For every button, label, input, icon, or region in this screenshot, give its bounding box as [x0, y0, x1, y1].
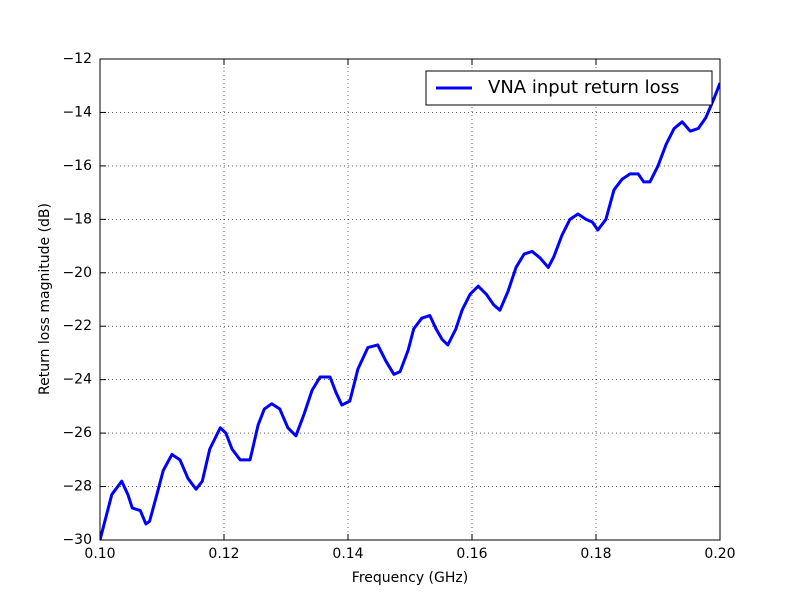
x-tick-label: 0.12: [208, 546, 239, 562]
x-tick-label: 0.16: [456, 546, 487, 562]
y-tick-label: −30: [62, 532, 92, 548]
y-tick-label: −12: [62, 51, 92, 67]
x-tick-label: 0.18: [580, 546, 611, 562]
y-axis-label: Return loss magnitude (dB): [37, 203, 53, 395]
plot-frame: [99, 58, 721, 541]
data-line: [100, 82, 720, 540]
y-tick-label: −22: [62, 318, 92, 334]
x-tick-label: 0.20: [704, 546, 735, 562]
legend-box: [425, 70, 713, 106]
y-tick-label: −26: [62, 425, 92, 441]
x-tick-label: 0.14: [332, 546, 363, 562]
y-tick-label: −14: [62, 104, 92, 120]
y-tick-label: −20: [62, 265, 92, 281]
y-tick-label: −24: [62, 372, 92, 388]
legend-label: VNA input return loss: [488, 77, 679, 98]
y-tick-label: −16: [62, 158, 92, 174]
x-tick-label: 0.10: [84, 546, 115, 562]
y-tick-label: −28: [62, 479, 92, 495]
y-tick-label: −18: [62, 211, 92, 227]
x-axis-label: Frequency (GHz): [352, 570, 468, 586]
